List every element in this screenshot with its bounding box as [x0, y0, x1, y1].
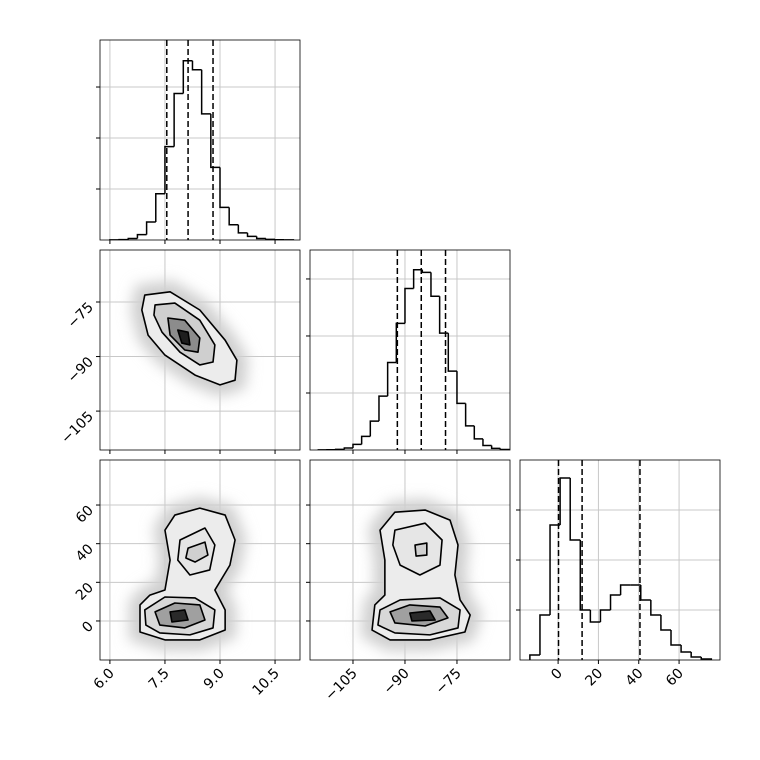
histogram-step — [200, 69, 211, 115]
histogram-step — [219, 167, 230, 209]
histogram-step — [599, 609, 611, 622]
plot-area — [100, 460, 300, 660]
y-tick-label: 60 — [73, 503, 97, 527]
panel-frame — [309, 249, 511, 451]
panel: −105 −90 −75 — [306, 459, 511, 705]
y-tick-label: 20 — [73, 580, 97, 604]
histogram-step — [430, 272, 440, 298]
panel — [306, 249, 511, 454]
histogram-step — [569, 478, 581, 541]
histogram-step — [421, 269, 431, 274]
histogram-step — [589, 610, 601, 623]
histogram-step — [395, 322, 405, 363]
histogram-step — [369, 420, 379, 437]
histogram-step — [482, 438, 492, 447]
histogram-step — [412, 268, 423, 289]
histogram-step — [473, 425, 483, 440]
histogram-step — [438, 296, 449, 334]
panel: 0 20 40 60 — [516, 459, 721, 690]
histogram-step — [680, 645, 692, 653]
x-tick-label: 7.5 — [146, 666, 173, 693]
histogram-step — [191, 60, 202, 71]
x-tick-label: −75 — [433, 666, 465, 698]
panel-frame — [99, 249, 301, 451]
plot-area — [520, 460, 720, 660]
histogram-step — [210, 113, 220, 169]
x-tick-label: 10.5 — [250, 666, 283, 699]
panel: −75 −90 −105 — [58, 249, 301, 454]
histogram-step — [456, 371, 466, 405]
histogram-step — [559, 477, 571, 525]
histogram-step — [700, 657, 713, 660]
histogram-step — [670, 630, 682, 646]
histogram-step — [549, 524, 561, 615]
histogram-step — [640, 585, 651, 601]
histogram-step — [529, 654, 540, 660]
histogram-step — [127, 237, 138, 240]
contour — [169, 609, 189, 623]
contour — [185, 541, 209, 563]
histogram-step — [650, 600, 661, 616]
histogram-step — [660, 615, 672, 631]
x-tick-label: −90 — [381, 666, 413, 698]
x-tick-label: 0 — [548, 666, 566, 684]
plot-area — [310, 250, 510, 450]
x-tick-label: 60 — [663, 666, 687, 690]
histogram-step — [360, 435, 371, 445]
contour — [414, 542, 428, 557]
panel-frame — [99, 459, 301, 661]
y-tick-label: 40 — [73, 541, 97, 565]
histogram-step — [164, 145, 175, 194]
histogram-step — [609, 594, 621, 610]
panel: 6.0 7.5 9.0 10.5 60 40 20 0 — [73, 459, 301, 699]
histogram-step — [404, 287, 414, 324]
histogram-step — [173, 92, 184, 147]
x-tick-label: −105 — [322, 666, 361, 705]
histogram-step — [464, 403, 475, 427]
panel-frame — [519, 459, 721, 661]
panel — [96, 39, 301, 244]
y-tick-label: −105 — [58, 409, 97, 448]
plot-area — [100, 250, 300, 450]
histogram-step — [539, 614, 551, 655]
panel-frame — [99, 39, 301, 241]
histogram-step — [343, 447, 353, 450]
panel-frame — [309, 459, 511, 661]
x-tick-label: 40 — [623, 666, 647, 690]
histogram-step — [246, 232, 257, 238]
x-tick-label: 9.0 — [201, 666, 228, 693]
contour — [176, 329, 191, 346]
y-tick-label: 0 — [79, 618, 97, 636]
histogram-step — [386, 361, 397, 397]
histogram-step — [237, 224, 248, 234]
y-tick-label: −90 — [65, 354, 97, 386]
histogram-step — [136, 233, 147, 239]
histogram-step — [265, 238, 276, 240]
histogram-step — [490, 445, 501, 450]
histogram-step — [447, 333, 457, 372]
plot-area — [310, 460, 510, 660]
histogram-step — [579, 540, 591, 611]
histogram-step — [690, 652, 702, 658]
x-tick-label: 20 — [582, 666, 606, 690]
histogram-step — [228, 207, 239, 226]
histogram-step — [255, 236, 266, 240]
histogram-step — [619, 584, 631, 595]
histogram-step — [155, 192, 165, 223]
plot-area — [100, 40, 300, 240]
x-tick-label: 6.0 — [91, 666, 118, 693]
histogram-step — [352, 443, 362, 448]
y-tick-label: −75 — [65, 300, 97, 332]
histogram-step — [145, 221, 156, 235]
histogram-step — [378, 395, 388, 422]
contour — [409, 610, 436, 622]
histogram-step — [182, 59, 193, 94]
